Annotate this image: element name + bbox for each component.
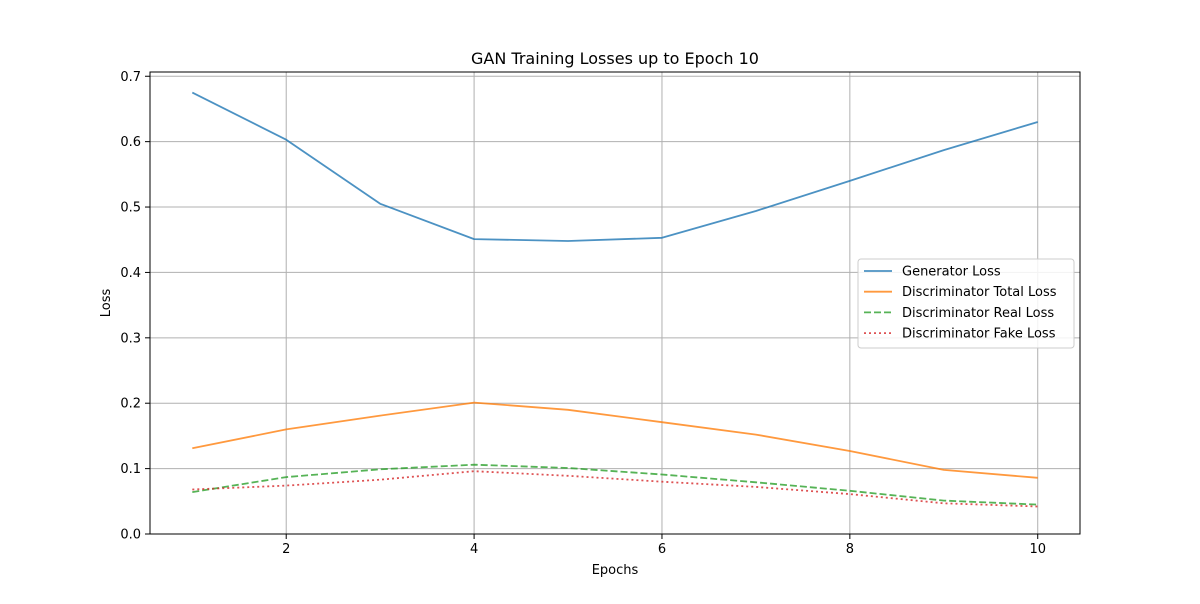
legend-label: Generator Loss (902, 265, 1001, 280)
x-tick-label: 8 (846, 542, 854, 557)
series-line-3 (192, 463, 1038, 506)
x-tick-label: 10 (1029, 542, 1046, 557)
series-line-1 (191, 91, 1038, 242)
x-tick-label: 2 (282, 542, 290, 557)
y-tick-label: 0.3 (120, 331, 141, 346)
y-tick-label: 0.5 (120, 201, 141, 216)
legend-label: Discriminator Total Loss (902, 285, 1057, 300)
y-tick-label: 0.6 (120, 135, 141, 150)
x-tick-label: 6 (658, 542, 666, 557)
y-axis-label: Loss (99, 289, 114, 318)
series-line-2 (192, 401, 1038, 479)
legend-label: Discriminator Fake Loss (902, 327, 1056, 342)
legend-box (857, 258, 1075, 349)
x-tick-label: 4 (470, 542, 478, 557)
y-tick-label: 0.4 (120, 266, 141, 281)
chart-title: GAN Training Losses up to Epoch 10 (471, 49, 759, 68)
y-tick-label: 0.1 (120, 462, 141, 477)
legend: Generator Loss Discriminator Total Loss Di… (857, 258, 1075, 349)
series-layer (191, 91, 1038, 508)
tick-layer: 2 4 6 8 10 0.0 0.1 0.2 0.3 0.4 0.5 0.6 0.7 (120, 70, 1046, 557)
legend-label: Discriminator Real Loss (902, 306, 1054, 321)
y-tick-label: 0.0 (120, 528, 141, 543)
plot-frame (149, 71, 1081, 535)
y-tick-label: 0.2 (120, 397, 141, 412)
x-axis-label: Epochs (592, 563, 639, 578)
y-tick-label: 0.7 (120, 70, 141, 85)
series-line-4 (192, 470, 1038, 508)
